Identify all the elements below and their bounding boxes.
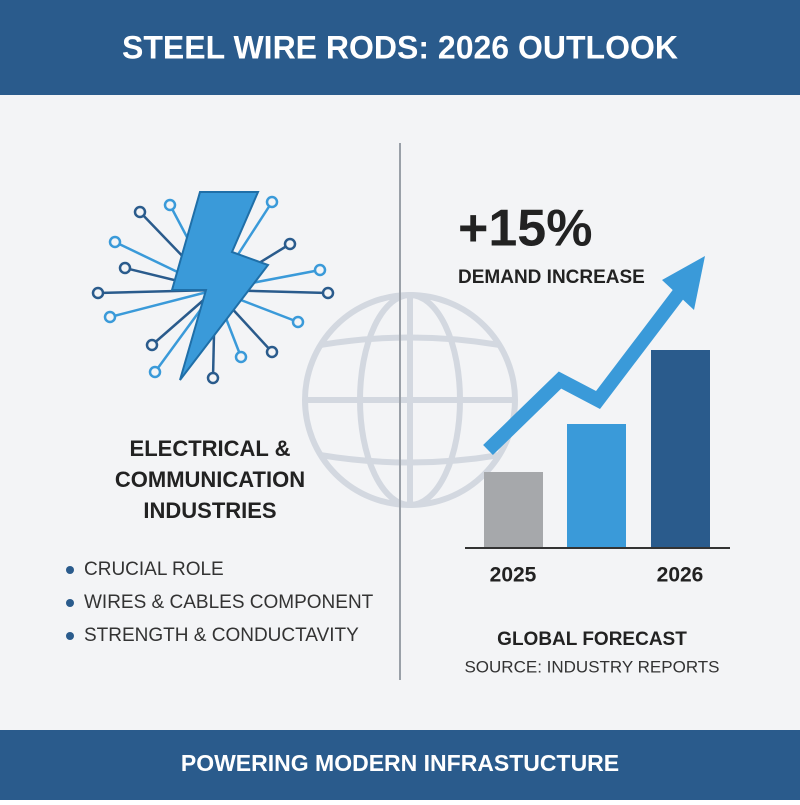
lightning-icon: [91, 191, 335, 385]
source: SOURCE: INDUSTRY REPORTS: [464, 657, 719, 676]
growth-illustration: [465, 256, 730, 549]
footer-text: POWERING MODERN INFRASTUCTURE: [181, 750, 619, 776]
title: STEEL WIRE RODS: 2026 OUTLOOK: [122, 29, 678, 65]
stat-label: DEMAND INCREASE: [458, 267, 645, 288]
bullet: CRUCIAL ROLE: [84, 559, 224, 580]
bar-illustration: [484, 472, 543, 548]
header-banner: [0, 0, 800, 95]
globe-watermark: [302, 292, 518, 508]
bar-illustration: [651, 350, 710, 548]
arrow-head: [662, 256, 705, 310]
bullet: STRENGTH & CONDUCTAVITY: [84, 625, 359, 646]
trend-arrow: [483, 287, 686, 456]
bullet: WIRES & CABLES COMPONENT: [84, 592, 374, 613]
footer-banner: [0, 730, 800, 800]
heading-line: INDUSTRIES: [143, 498, 276, 523]
heading-line: ELECTRICAL &: [130, 436, 291, 461]
heading-line: COMMUNICATION: [115, 467, 305, 492]
bullet-dot: [66, 566, 74, 574]
bullet-dot: [66, 632, 74, 640]
bar-label: 2026: [657, 564, 704, 587]
caption: GLOBAL FORECAST: [497, 629, 687, 650]
bar-illustration: [567, 424, 626, 548]
bar-label: 2025: [490, 564, 537, 587]
bullet-dot: [66, 599, 74, 607]
stat: +15%: [458, 200, 592, 258]
